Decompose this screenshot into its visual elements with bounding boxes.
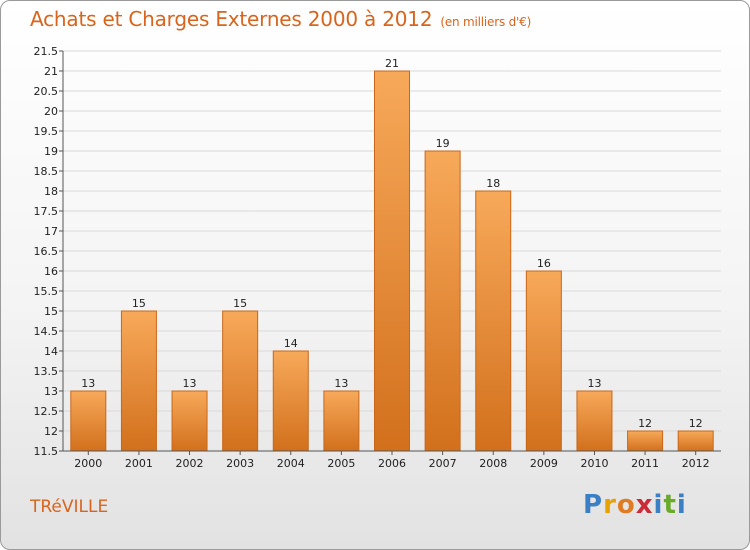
y-tick-label: 20 bbox=[44, 105, 58, 118]
bar-2005 bbox=[323, 390, 360, 452]
y-tick-label: 20.5 bbox=[34, 85, 59, 98]
bar-2002 bbox=[171, 390, 208, 452]
y-tick-label: 14 bbox=[44, 345, 58, 358]
data-label-2006: 21 bbox=[385, 57, 399, 70]
x-tick-label-2006: 2006 bbox=[378, 457, 406, 470]
bar-2008 bbox=[475, 190, 512, 452]
y-tick-label: 19.5 bbox=[34, 125, 59, 138]
data-label-2004: 14 bbox=[284, 337, 298, 350]
bar-2009 bbox=[525, 270, 562, 452]
bar-2010 bbox=[576, 390, 613, 452]
data-label-2007: 19 bbox=[436, 137, 450, 150]
logo-letter: i bbox=[653, 490, 664, 520]
y-tick-label: 17 bbox=[44, 225, 58, 238]
y-tick-label: 15.5 bbox=[34, 285, 59, 298]
bar-2006 bbox=[374, 70, 410, 452]
x-tick-label-2001: 2001 bbox=[125, 457, 153, 470]
bar-2011 bbox=[627, 430, 664, 452]
y-tick-label: 14.5 bbox=[34, 325, 59, 338]
data-label-2002: 13 bbox=[183, 377, 197, 390]
data-label-2009: 16 bbox=[537, 257, 551, 270]
bar-layer: 13 15 13 15 14 13 21 19 18 16 13 12 12 bbox=[70, 57, 714, 452]
data-label-2000: 13 bbox=[81, 377, 95, 390]
logo-letter: P bbox=[583, 490, 604, 520]
y-tick-label: 15 bbox=[44, 305, 58, 318]
y-tick-label: 12.5 bbox=[34, 405, 59, 418]
y-tick-label: 16.5 bbox=[34, 245, 59, 258]
data-label-2003: 15 bbox=[233, 297, 247, 310]
y-tick-label: 12 bbox=[44, 425, 58, 438]
commune-name: TRéVILLE bbox=[30, 497, 109, 517]
x-tick-label-2009: 2009 bbox=[530, 457, 558, 470]
proxiti-logo[interactable]: Proxiti bbox=[583, 490, 687, 520]
y-tick-label: 18 bbox=[44, 185, 58, 198]
y-tick-label: 11.5 bbox=[34, 445, 59, 458]
logo-letter: o bbox=[616, 490, 636, 520]
y-tick-label: 16 bbox=[44, 265, 58, 278]
data-label-2012: 12 bbox=[689, 417, 703, 430]
bar-2004 bbox=[272, 350, 309, 452]
x-tick-label-2008: 2008 bbox=[479, 457, 507, 470]
y-tick-label: 17.5 bbox=[34, 205, 59, 218]
data-label-2005: 13 bbox=[334, 377, 348, 390]
chart-title: Achats et Charges Externes 2000 à 2012 (e… bbox=[30, 7, 531, 31]
x-tick-label-2004: 2004 bbox=[277, 457, 305, 470]
chart-subtitle: (en milliers d'€) bbox=[440, 15, 532, 29]
logo-letter: t bbox=[663, 490, 677, 520]
data-label-2010: 13 bbox=[587, 377, 601, 390]
logo-letter: r bbox=[603, 490, 617, 520]
bar-2007 bbox=[424, 150, 461, 452]
data-label-2001: 15 bbox=[132, 297, 146, 310]
y-tick-label: 13 bbox=[44, 385, 58, 398]
y-tick-label: 18.5 bbox=[34, 165, 59, 178]
y-tick-label: 13.5 bbox=[34, 365, 59, 378]
x-tick-label-2007: 2007 bbox=[429, 457, 457, 470]
logo-letter: x bbox=[635, 490, 654, 520]
x-tick-label-2005: 2005 bbox=[327, 457, 355, 470]
y-tick-label: 21.5 bbox=[34, 45, 59, 58]
bar-2003 bbox=[222, 310, 259, 452]
bar-2012 bbox=[677, 430, 714, 452]
y-tick-label: 21 bbox=[44, 65, 58, 78]
x-tick-label-2000: 2000 bbox=[74, 457, 102, 470]
data-label-2008: 18 bbox=[486, 177, 500, 190]
bar-2001 bbox=[120, 310, 157, 452]
x-tick-label-2010: 2010 bbox=[580, 457, 608, 470]
chart-title-text: Achats et Charges Externes 2000 à 2012 bbox=[30, 7, 433, 31]
x-tick-label-2012: 2012 bbox=[682, 457, 710, 470]
y-tick-label: 19 bbox=[44, 145, 58, 158]
axis-layer: 11.5 12 12.5 13 13.5 14 14.5 15 15.5 16 16.5 17 17.5… bbox=[34, 45, 721, 470]
data-label-2011: 12 bbox=[638, 417, 652, 430]
x-tick-label-2002: 2002 bbox=[176, 457, 204, 470]
x-tick-label-2003: 2003 bbox=[226, 457, 254, 470]
bar-2000 bbox=[70, 390, 107, 452]
logo-letter: i bbox=[676, 490, 687, 520]
x-tick-label-2011: 2011 bbox=[631, 457, 659, 470]
